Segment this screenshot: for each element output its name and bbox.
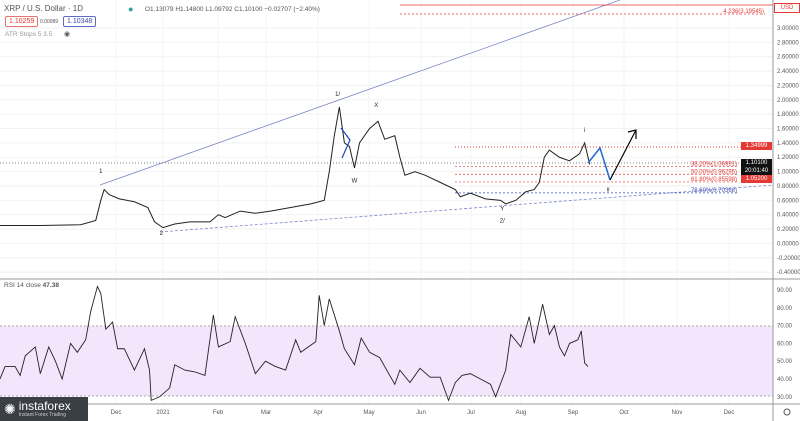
price-series (0, 106, 591, 229)
time-axis-label: Aug (516, 410, 527, 416)
price-axis-label: 1.40000 (777, 141, 799, 147)
price-axis-label: 1.60000 (777, 127, 799, 133)
price-axis-label: 1.80000 (777, 112, 799, 118)
price-axis-label: 0.00000 (777, 241, 799, 247)
time-axis-label: Nov (672, 410, 683, 416)
time-axis-label: Dec (724, 410, 735, 416)
wave-label: W (352, 178, 358, 184)
price-axis-label: 0.60000 (777, 198, 799, 204)
logo-tagline: Instant Forex Trading (18, 412, 66, 418)
wave-path-blue (340, 127, 351, 159)
wave-label: X (374, 103, 378, 109)
time-axis-label: Feb (213, 410, 224, 416)
rsi-axis-label: 40.00 (777, 377, 793, 383)
price-axis-label: -0.20000 (777, 256, 800, 262)
fib-level-label: 61.80%(0.85598) (691, 177, 737, 183)
fib-level-label: 4.236(3.19545) (723, 9, 764, 15)
rsi-axis-label: 80.00 (777, 306, 793, 312)
symbol-title: XRP / U.S. Dollar · 1D (4, 4, 83, 13)
time-axis-label: 2021 (156, 410, 170, 416)
price-axis-label: 2.40000 (777, 69, 799, 75)
logo-icon: ✺ (4, 400, 16, 417)
price-axis-label: 2.80000 (777, 40, 799, 46)
fib-level-label: 38.20%(1.06991) (691, 162, 737, 168)
price-axis-label: 1.20000 (777, 155, 799, 161)
price-axis-label: 2.60000 (777, 55, 799, 61)
price-axis-label: 3.00000 (777, 26, 799, 32)
currency-select[interactable]: USD (774, 3, 800, 13)
price-axis-label: 0.40000 (777, 213, 799, 219)
wave-label: 2 (160, 231, 164, 237)
rsi-axis-label: 50.00 (777, 359, 793, 365)
indicator-label: ATR Stops 5 3.5 (5, 31, 53, 38)
price-axis-label: 1.00000 (777, 170, 799, 176)
instaforex-logo: ✺ instaforex Instant Forex Trading (0, 397, 88, 421)
price-axis-label: 2.20000 (777, 83, 799, 89)
price-tag-upper: 1.34999 (741, 142, 772, 150)
fib-level-label: 50.00%(0.96295) (691, 169, 737, 175)
spread: 0.00089 (40, 19, 59, 25)
rsi-axis-label: 70.00 (777, 324, 793, 330)
rsi-name: RSI 14 close (4, 282, 41, 289)
rsi-value: 47.38 (42, 282, 59, 289)
time-axis-label: Oct (619, 410, 629, 416)
market-open-icon: ● (128, 4, 134, 14)
price-axis-label: 2.00000 (777, 98, 799, 104)
time-axis-label: Sep (568, 410, 579, 416)
time-axis-label: Apr (313, 410, 322, 416)
time-axis-label: Jul (467, 410, 475, 416)
time-axis-label: Dec (111, 410, 122, 416)
price-axis-label: -0.40000 (777, 270, 800, 276)
countdown: 20:01:40 (741, 167, 772, 175)
wave-label: 1/ (335, 92, 340, 98)
wave-label: Y (500, 206, 504, 212)
wave-label: 2/ (500, 219, 505, 225)
price-tag-lower: 1.05200 (741, 175, 772, 183)
settings-gear-icon[interactable] (783, 408, 791, 416)
upper-trendline[interactable] (99, 0, 621, 186)
arrow-head-icon (627, 129, 637, 139)
time-axis-label: Mar (261, 410, 271, 416)
price-axis-label: 0.80000 (777, 184, 799, 190)
logo-name: instaforex (18, 399, 71, 413)
lower-trendline[interactable] (159, 184, 774, 233)
time-axis-label: May (363, 410, 374, 416)
rsi-axis-label: 90.00 (777, 288, 793, 294)
wave-label: 1 (99, 169, 103, 175)
time-axis-label: Jun (416, 410, 426, 416)
rsi-label: RSI 14 close 47.38 (4, 282, 59, 289)
fib-level-label: 78.60%(0.70368) (691, 188, 737, 194)
rsi-axis-label: 60.00 (777, 341, 793, 347)
projection-arrow (609, 129, 637, 181)
buy-price[interactable]: 1.10348 (63, 16, 97, 27)
ohlc-readout: O1.13079 H1.14800 L1.09792 C1.10100 −0.0… (145, 6, 320, 13)
wave-label: ii (607, 188, 610, 194)
wave-label: i (584, 128, 585, 134)
sell-price[interactable]: 1.10259 (5, 16, 39, 27)
price-axis-label: 0.20000 (777, 227, 799, 233)
rsi-band (0, 326, 773, 396)
rsi-axis-label: 30.00 (777, 395, 793, 401)
price-tag-last: 1.10100 (741, 159, 772, 167)
rsi-series (0, 285, 589, 402)
projection-blue (587, 146, 611, 181)
eye-icon[interactable]: ◉ (64, 31, 71, 38)
